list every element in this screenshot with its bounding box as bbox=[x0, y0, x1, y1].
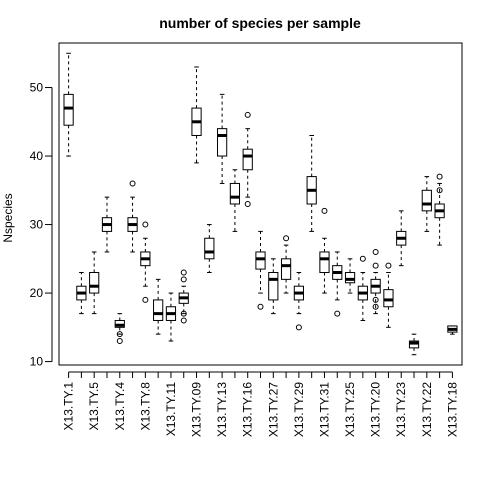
x-tick-label: X13.TY.23 bbox=[394, 382, 408, 437]
box-30 bbox=[434, 173, 445, 246]
box-iqr bbox=[319, 251, 330, 274]
box-10 bbox=[178, 269, 189, 324]
box-8 bbox=[153, 278, 164, 335]
x-tick-label: X13.TY.31 bbox=[317, 382, 331, 437]
x-tick-label: X13.TY.09 bbox=[190, 382, 204, 437]
box-27 bbox=[396, 210, 407, 267]
box-iqr bbox=[344, 272, 356, 284]
box-11 bbox=[191, 66, 202, 164]
x-tick-label: X13.TY.5 bbox=[87, 382, 101, 431]
outlier-point bbox=[295, 324, 302, 331]
box-iqr bbox=[383, 289, 394, 308]
box-20 bbox=[306, 134, 317, 232]
outlier-point bbox=[180, 276, 187, 283]
x-tick-label: X13.TY.25 bbox=[343, 382, 357, 437]
box-iqr bbox=[242, 148, 253, 171]
box-iqr bbox=[421, 189, 432, 212]
box-4 bbox=[101, 196, 113, 253]
outlier-point bbox=[142, 296, 149, 303]
outlier-point bbox=[244, 111, 251, 118]
y-tick-label: 20 bbox=[30, 286, 44, 300]
outlier-point bbox=[116, 338, 123, 345]
outlier-point bbox=[372, 303, 379, 310]
outlier-point bbox=[129, 180, 136, 187]
box-5 bbox=[114, 313, 125, 345]
x-tick-label: X13.TY.22 bbox=[420, 382, 434, 437]
outlier-point bbox=[180, 317, 187, 324]
box-3 bbox=[89, 251, 100, 315]
box-iqr bbox=[153, 299, 164, 321]
outlier-point bbox=[142, 221, 149, 228]
box-16 bbox=[255, 230, 266, 310]
box-iqr bbox=[229, 182, 241, 205]
box-24 bbox=[357, 255, 368, 321]
outlier-point bbox=[257, 303, 264, 310]
box-13 bbox=[217, 93, 228, 184]
box-iqr bbox=[268, 272, 279, 301]
y-tick-label: 10 bbox=[30, 355, 44, 369]
box-23 bbox=[344, 258, 356, 294]
box-31 bbox=[447, 325, 458, 335]
y-tick-label: 30 bbox=[30, 218, 44, 232]
box-17 bbox=[268, 258, 279, 315]
x-axis: X13.TY.1 X13.TY.5 X13.TY.4 X13.TY.8 X13.TY.1… bbox=[62, 371, 459, 437]
x-tick-label: X13.TY.20 bbox=[369, 382, 383, 437]
box-7 bbox=[140, 221, 151, 303]
box-14 bbox=[229, 169, 241, 232]
y-axis: 10 20 30 40 50 bbox=[30, 81, 53, 369]
outlier-point bbox=[372, 262, 379, 269]
x-tick-label: X13.TY.18 bbox=[445, 382, 459, 437]
plot-frame bbox=[58, 42, 463, 366]
box-iqr bbox=[217, 128, 228, 157]
box-21 bbox=[319, 207, 330, 294]
outlier-point bbox=[180, 269, 187, 276]
box-22 bbox=[332, 251, 343, 317]
box-9 bbox=[165, 292, 177, 342]
outlier-point bbox=[283, 235, 290, 242]
box-29 bbox=[421, 176, 432, 232]
box-28 bbox=[408, 333, 420, 356]
outlier-point bbox=[334, 310, 341, 317]
outlier-point bbox=[244, 201, 251, 207]
chart-title: number of species per sample bbox=[159, 15, 361, 31]
box-iqr bbox=[63, 93, 74, 126]
box-1 bbox=[63, 52, 74, 157]
y-tick-label: 40 bbox=[30, 149, 44, 163]
outlier-point bbox=[436, 187, 443, 194]
x-tick-label: X13.TY.16 bbox=[241, 382, 255, 437]
box-iqr bbox=[89, 272, 100, 294]
outlier-point bbox=[321, 207, 328, 214]
outlier-point bbox=[180, 310, 187, 317]
box-iqr bbox=[280, 258, 292, 280]
box-iqr bbox=[255, 251, 266, 270]
x-tick-label: X13.TY.8 bbox=[138, 382, 152, 431]
outlier-point bbox=[436, 173, 443, 180]
x-tick-label: X13.TY.1 bbox=[62, 382, 76, 431]
outlier-point bbox=[372, 248, 379, 255]
x-tick-label: X13.TY.27 bbox=[266, 382, 280, 437]
box-18 bbox=[280, 235, 292, 294]
box-15 bbox=[242, 111, 253, 207]
x-tick-label: X13.TY.11 bbox=[164, 382, 178, 437]
box-12 bbox=[204, 224, 215, 274]
box-25 bbox=[370, 248, 381, 315]
outlier-point bbox=[372, 296, 379, 303]
y-axis-label: Nspecies bbox=[1, 193, 15, 242]
x-tick-label: X13.TY.4 bbox=[113, 382, 127, 431]
box-series bbox=[63, 52, 458, 356]
box-6 bbox=[127, 180, 138, 253]
outlier-point bbox=[359, 255, 366, 262]
x-tick-label: X13.TY.13 bbox=[215, 382, 229, 437]
box-26 bbox=[383, 262, 394, 328]
box-19 bbox=[293, 272, 304, 331]
x-tick-label: X13.TY.29 bbox=[292, 382, 306, 437]
box-2 bbox=[76, 272, 87, 315]
outlier-point bbox=[116, 331, 123, 338]
outlier-point bbox=[385, 262, 392, 269]
box-iqr bbox=[204, 237, 215, 260]
y-tick-label: 50 bbox=[30, 81, 44, 95]
